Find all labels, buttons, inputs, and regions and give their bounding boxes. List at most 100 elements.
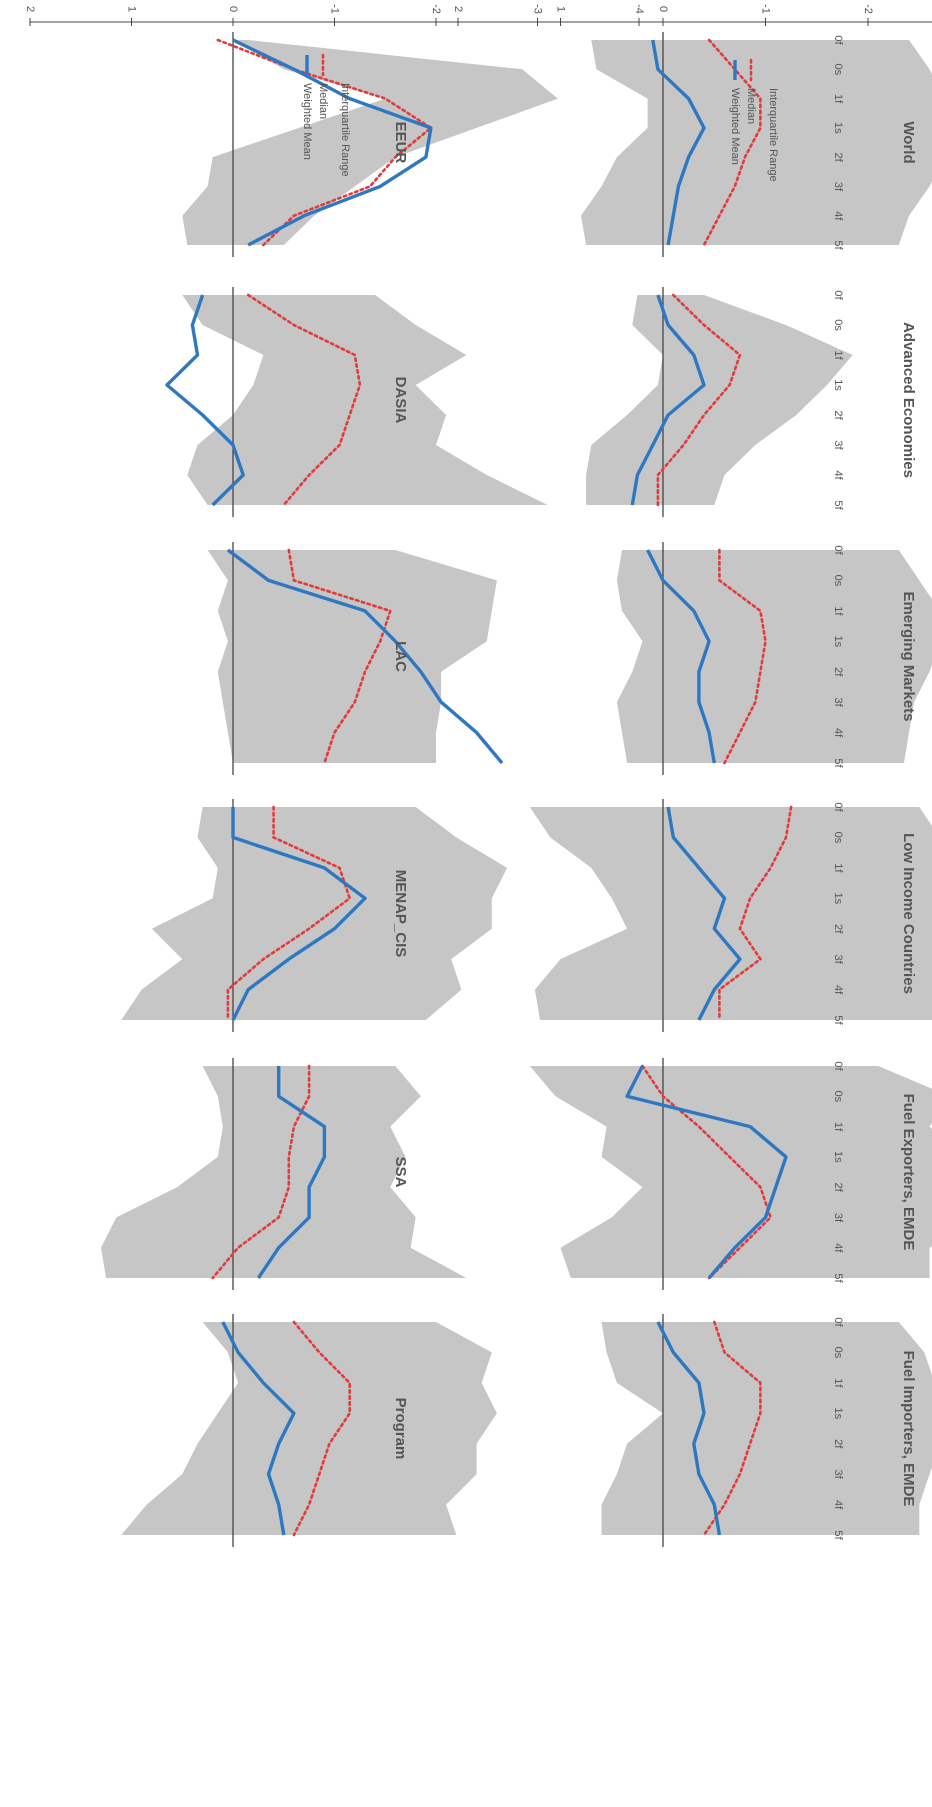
panel-title: SSA (392, 1157, 409, 1188)
value-tick-label: -1 (329, 4, 341, 14)
x-tick-label: 1s (832, 122, 844, 134)
x-tick-label: 1f (832, 863, 844, 873)
x-tick-label: 4f (832, 985, 844, 995)
x-tick-label: 3f (832, 955, 844, 965)
x-tick-label: 0s (832, 1347, 844, 1359)
x-tick-label: 0s (832, 63, 844, 75)
x-tick-label: 5f (832, 1530, 844, 1540)
panel-eeur: EEUR (182, 32, 558, 257)
x-tick-label: 1s (832, 892, 844, 904)
x-tick-label: 1s (832, 1151, 844, 1163)
panel-program: Program (121, 1314, 497, 1547)
panel-title: MENAP_CIS (392, 870, 409, 958)
legend-mean-label: Weighted Mean (729, 88, 741, 165)
x-tick-label: 3f (832, 440, 844, 450)
x-tick-label: 0s (832, 575, 844, 587)
value-axis-top-row: -4 -3 -2 -1 0 1 2 (452, 4, 932, 26)
x-tick-label: 2f (832, 1439, 844, 1449)
x-tick-label: 5f (832, 1273, 844, 1283)
value-tick-label: 0 (657, 6, 669, 12)
x-tick-label: 0f (832, 545, 844, 555)
legend-iqr-label: Interquartile Range (767, 88, 779, 182)
x-tick-label: 0f (832, 1317, 844, 1327)
panel-dasia: DASIA (167, 287, 548, 517)
x-tick-label: 2f (832, 410, 844, 420)
legend-iqr-swatch (767, 60, 779, 80)
iqr-band (530, 807, 932, 1020)
panel-low-income-countries: Low Income Countries 0f 0s 1f 1s 2f 3f 4f 5f (530, 799, 932, 1032)
panel-ssa: SSA (101, 1058, 466, 1290)
x-tick-label: 3f (832, 182, 844, 192)
panel-fuel-importers-emde: Fuel Importers, EMDE 0f 0s 1f 1s 2f 3f 4f 5f (602, 1314, 932, 1547)
panel-title: World (900, 121, 917, 163)
value-tick-label: -2 (862, 4, 874, 14)
iqr-band (208, 550, 497, 763)
panel-fuel-exporters-emde: Fuel Exporters, EMDE 0f 0s 1f 1s 2f 3f 4f 5f (530, 1058, 932, 1290)
value-tick-label: -2 (430, 4, 442, 14)
iqr-band (530, 1066, 932, 1278)
iqr-band (121, 807, 507, 1020)
iqr-band (581, 40, 932, 245)
x-tick-label: 5f (832, 240, 844, 250)
x-tick-label: 4f (832, 1500, 844, 1510)
panel-title: Emerging Markets (900, 591, 917, 721)
value-tick-label: 1 (555, 6, 567, 12)
iqr-band (182, 295, 547, 505)
x-tick-label: 4f (832, 1243, 844, 1253)
iqr-band (586, 295, 853, 505)
x-tick-label: 1s (832, 1407, 844, 1419)
x-tick-label: 0s (832, 319, 844, 331)
panel-title: Program (392, 1398, 409, 1460)
x-tick-label: 0s (832, 832, 844, 844)
x-tick-label: 2f (832, 924, 844, 934)
legend-median-label: Median (745, 88, 757, 124)
panel-lac: LAC (208, 542, 502, 775)
x-tick-label: 0f (832, 802, 844, 812)
value-tick-label: -1 (760, 4, 772, 14)
value-tick-label: 0 (227, 6, 239, 12)
x-tick-label: 1f (832, 1122, 844, 1132)
x-tick-label: 3f (832, 1213, 844, 1223)
x-tick-label: 5f (832, 758, 844, 768)
x-tick-label: 5f (832, 1015, 844, 1025)
legend-iqr-swatch (339, 55, 351, 75)
x-tick-label: 4f (832, 470, 844, 480)
panel-title: DASIA (392, 377, 409, 424)
x-tick-label: 0f (832, 1061, 844, 1071)
x-tick-label: 2f (832, 667, 844, 677)
value-tick-label: 2 (24, 6, 36, 12)
panel-emerging-markets: Emerging Markets 0f 0s 1f 1s 2f 3f 4f 5f (617, 542, 932, 775)
x-tick-label: 2f (832, 153, 844, 163)
x-tick-label: 1s (832, 379, 844, 391)
panel-title: Low Income Countries (900, 833, 917, 994)
panel-title: Advanced Economies (900, 322, 917, 478)
x-tick-label: 1s (832, 635, 844, 647)
x-tick-label: 4f (832, 728, 844, 738)
x-tick-label: 3f (832, 1470, 844, 1480)
value-axis-bottom-row: -4 -3 -2 -1 0 1 2 (24, 4, 645, 26)
value-tick-label: 2 (452, 6, 464, 12)
x-tick-label: 3f (832, 698, 844, 708)
panel-title: EEUR (392, 122, 409, 164)
legend-mean-label: Weighted Mean (301, 83, 313, 160)
iqr-band (602, 1322, 932, 1535)
x-tick-label: 1f (832, 1378, 844, 1388)
panel-menap-cis: MENAP_CIS (121, 799, 507, 1032)
panel-title: Fuel Exporters, EMDE (900, 1094, 917, 1251)
x-tick-label: 1f (832, 606, 844, 616)
legend-median-label: Median (317, 83, 329, 119)
x-tick-label: 0f (832, 35, 844, 45)
x-tick-label: 2f (832, 1183, 844, 1193)
value-tick-label: -3 (532, 4, 544, 14)
x-tick-label: 0s (832, 1090, 844, 1102)
x-tick-label: 0f (832, 290, 844, 300)
value-tick-label: 1 (126, 6, 138, 12)
panel-title: Fuel Importers, EMDE (900, 1351, 917, 1507)
panel-title: LAC (392, 641, 409, 672)
value-tick-label: -4 (633, 4, 645, 14)
x-tick-label: 5f (832, 500, 844, 510)
